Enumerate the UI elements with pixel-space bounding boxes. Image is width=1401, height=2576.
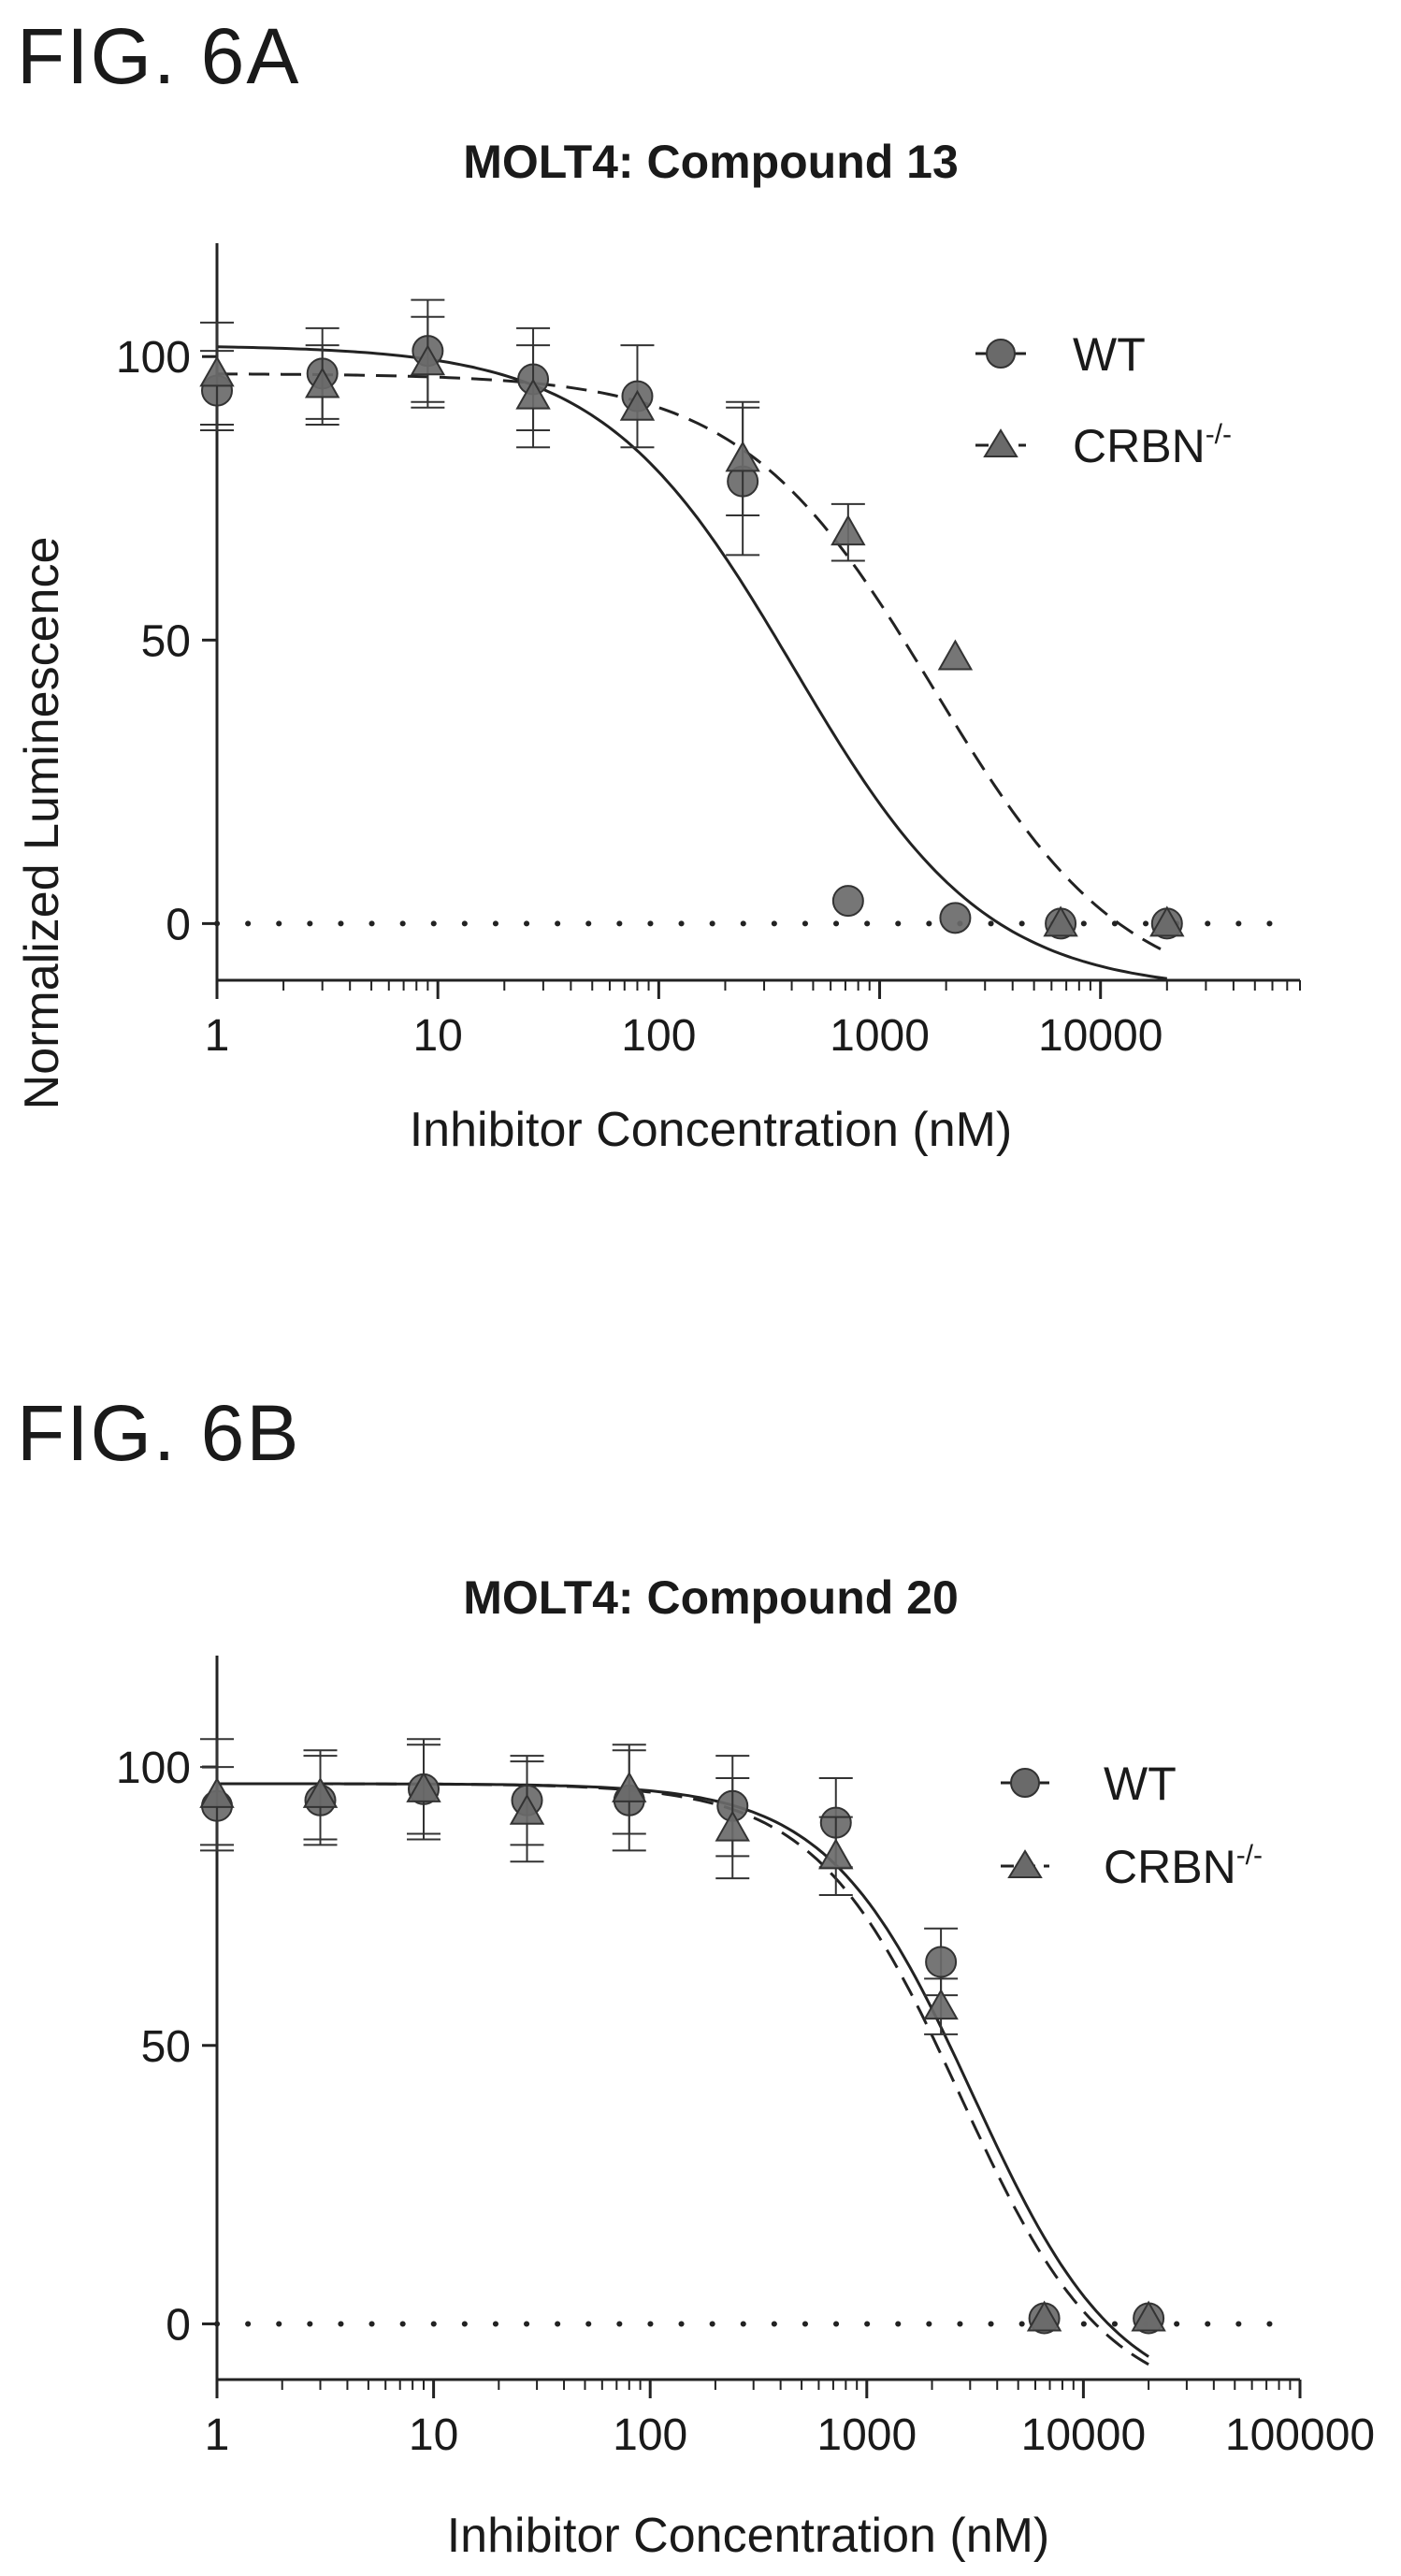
x-tick-label: 1000 xyxy=(830,1011,930,1061)
legend-label-crbn-base: CRBN xyxy=(1104,1841,1236,1893)
data-point-crbn xyxy=(1043,905,1078,937)
data-point-crbn xyxy=(830,514,866,546)
y-axis-label: Normalized Luminescence xyxy=(15,537,69,1110)
data-point-wt xyxy=(925,1946,958,1978)
plot-layer xyxy=(199,298,1303,980)
x-axis-label: Inhibitor Concentration (nM) xyxy=(410,1103,1013,1157)
chart-compound-20: MOLT4: Compound 20 Inhibitor Concentrati… xyxy=(116,1571,1375,2563)
data-point-crbn xyxy=(199,355,235,387)
data-point-crbn xyxy=(725,441,760,472)
x-tick-label: 100000 xyxy=(1225,2410,1375,2460)
x-tick-label: 1000 xyxy=(816,2410,917,2460)
legend-triangle-marker xyxy=(1007,1849,1043,1878)
figure-6a-label: FIG. 6A xyxy=(17,12,301,100)
x-tick-label: 1 xyxy=(205,2410,230,2460)
legend-circle-marker xyxy=(986,339,1016,369)
data-point-crbn xyxy=(937,639,974,671)
data-point-wt xyxy=(831,885,864,918)
data-point-crbn xyxy=(619,389,656,421)
legend-label-crbn-superscript: -/- xyxy=(1236,1840,1263,1871)
data-point-crbn xyxy=(509,1793,545,1825)
data-point-crbn xyxy=(1149,905,1185,937)
legend-item-wt: WT xyxy=(975,328,1146,381)
data-point-crbn xyxy=(410,344,446,376)
legend-item-crbn: CRBN-/- xyxy=(975,419,1232,472)
fit-curve-crbn xyxy=(217,1782,1149,2366)
legend-label-crbn-superscript: -/- xyxy=(1206,419,1232,450)
tick-layer: 0 50 100 1 10 100 1000 10000 100000 xyxy=(116,1656,1375,2460)
data-point-crbn xyxy=(715,1810,750,1842)
legend-item-wt: WT xyxy=(1001,1758,1177,1810)
legend: WT CRBN-/- xyxy=(975,328,1232,472)
x-tick-label: 10000 xyxy=(1038,1011,1163,1061)
y-tick-label: 50 xyxy=(141,2022,191,2072)
chart-title: MOLT4: Compound 20 xyxy=(463,1571,959,1624)
data-point-crbn xyxy=(818,1838,854,1870)
chart-compound-13: MOLT4: Compound 13 Normalized Luminescen… xyxy=(15,136,1303,1157)
legend-circle-marker xyxy=(1010,1768,1040,1798)
plot-layer xyxy=(199,1738,1303,2366)
x-tick-label: 100 xyxy=(613,2410,687,2460)
data-point-crbn xyxy=(515,378,551,410)
legend-label-crbn: CRBN-/- xyxy=(1104,1840,1263,1893)
x-tick-label: 100 xyxy=(621,1011,696,1061)
y-tick-label: 100 xyxy=(116,1744,191,1793)
data-point-crbn xyxy=(199,1776,235,1808)
y-tick-label: 0 xyxy=(166,2300,191,2350)
figure-6b-label: FIG. 6B xyxy=(17,1389,301,1477)
tick-layer: 0 50 100 1 10 100 1000 10000 xyxy=(116,243,1301,1061)
data-point-crbn xyxy=(612,1771,647,1802)
data-point-crbn xyxy=(923,1989,959,2020)
x-tick-label: 10 xyxy=(409,2410,458,2460)
legend-triangle-marker xyxy=(983,428,1018,457)
legend-label-crbn: CRBN-/- xyxy=(1073,419,1232,472)
fit-curve-crbn xyxy=(217,372,1168,954)
fit-curve-wt xyxy=(217,1782,1149,2358)
data-point-crbn xyxy=(304,367,340,398)
x-tick-label: 10 xyxy=(412,1011,462,1061)
x-axis-label: Inhibitor Concentration (nM) xyxy=(447,2509,1050,2563)
data-point-crbn xyxy=(1131,2300,1166,2332)
data-point-crbn xyxy=(1026,2300,1062,2332)
y-tick-label: 0 xyxy=(166,900,191,949)
legend: WT CRBN-/- xyxy=(1001,1758,1263,1893)
fit-curve-wt xyxy=(216,345,1167,980)
x-tick-label: 10000 xyxy=(1021,2410,1146,2460)
legend-label-wt: WT xyxy=(1073,328,1146,381)
y-tick-label: 50 xyxy=(141,616,191,666)
chart-title: MOLT4: Compound 13 xyxy=(463,136,959,188)
data-point-crbn xyxy=(302,1776,339,1808)
data-point-crbn xyxy=(406,1771,441,1802)
legend-label-wt: WT xyxy=(1104,1758,1177,1810)
y-tick-label: 100 xyxy=(116,333,191,383)
x-tick-label: 1 xyxy=(205,1011,230,1061)
data-point-wt xyxy=(939,902,972,934)
legend-label-crbn-base: CRBN xyxy=(1073,420,1206,472)
legend-item-crbn: CRBN-/- xyxy=(1001,1840,1263,1893)
